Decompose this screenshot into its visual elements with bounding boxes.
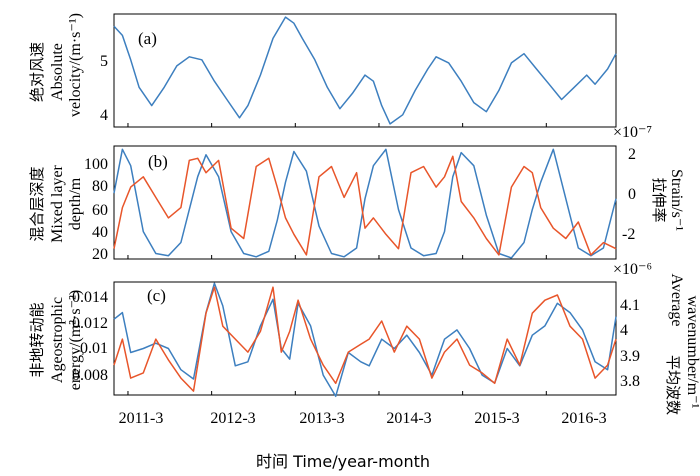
panel-a-ytick: 4 [100,107,108,124]
panel-a-ylabel-cn: 绝对风速 [28,42,46,102]
panel-a-velocity-line [113,16,617,125]
xtick-label: 2014-3 [386,410,431,427]
panel-c-ylabel-en1: Ageostrophic [49,297,66,383]
panel-b-tag: (b) [148,152,168,171]
panel-b-ylabel-en1: Mixed layer [49,164,66,242]
panel-c-right-exponent: ×10⁻⁶ [613,261,652,278]
panel-c-right-ytick: 4.1 [620,297,640,314]
panel-c-wavenumber-line [113,286,617,392]
panel-c-ytick: 0.008 [72,367,108,384]
panel-a-ytick: 5 [100,53,108,70]
panel-c-right-label-en2: wavenumber/m⁻¹ [684,296,700,409]
panel-b-ylabel-cn: 混合层深度 [28,166,46,241]
xtick-label: 2016-3 [561,410,606,427]
panel-c-ytick: 0.012 [72,315,108,332]
panel-b-ytick: 60 [92,202,108,219]
panel-b-ylabel-en2: depth/m [67,177,84,230]
panel-c-ylabel-cn: 非地转动能 [28,302,46,377]
panel-b-right-label-en: Strain/s⁻¹ [668,169,685,231]
panel-b-ytick: 100 [84,156,108,173]
panel-a-ylabel-en2: velocity/(m·s⁻¹) [67,13,84,117]
panel-c-ylabel-en2: energy/(m²·s⁻²) [67,290,84,390]
xtick-label: 2012-3 [210,410,255,427]
panel-b-ytick: 80 [92,178,108,195]
panel-b-right-label-cn: 拉伸率 [650,177,668,222]
panel-c-right-ytick: 3.9 [620,348,640,365]
panel-c-right-ytick: 3.8 [620,373,640,390]
panel-b-strain-line [113,155,617,256]
panel-c-frame [113,281,617,396]
panel-b-right-ytick: -2 [622,226,635,243]
panel-c-right-label-en1: Average [668,274,685,327]
panel-a-ylabel-en1: Absolute [49,43,66,101]
panel-b-ytick: 40 [92,224,108,241]
panel-c-right-label-cn: 平均波数 [664,355,682,415]
panel-b-right-ytick: 2 [628,146,636,163]
series-layer [113,16,617,398]
panel-b-right-ytick: 0 [628,186,636,203]
panel-b-frame [113,145,617,260]
xtick-label: 2011-3 [119,410,164,427]
panel-c-right-ytick: 4 [620,322,628,339]
xtick-label: 2013-3 [299,410,344,427]
panel-b-mld-line [113,148,617,259]
panel-a-frame [113,13,617,128]
panel-b-right-exponent: ×10⁻⁷ [613,124,652,141]
panel-c-tag: (c) [147,286,166,305]
xaxis-label: 时间 Time/year-month [256,452,430,471]
panel-c-ytick: 0.014 [72,289,108,306]
xtick-label: 2015-3 [474,410,519,427]
panel-c-energy-line [113,282,617,398]
panel-a-tag: (a) [138,29,157,48]
panel-c-ytick: 0.01 [80,340,108,357]
panel-b-ytick: 20 [92,246,108,263]
